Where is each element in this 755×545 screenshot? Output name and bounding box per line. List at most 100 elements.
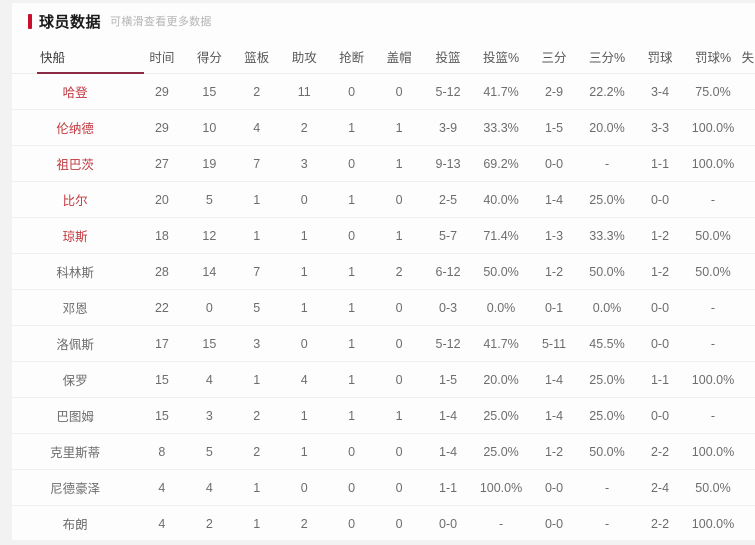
stat-cell-6: 0 — [375, 433, 423, 470]
stat-cell-6: 0 — [375, 469, 423, 506]
column-header-2[interactable]: 得分 — [185, 39, 234, 74]
player-stats-card: 球员数据 可横滑查看更多数据 快船 时间 得分 篮板 助攻 抢断盖 — [12, 3, 755, 540]
stat-cell-cut-off — [740, 73, 755, 110]
column-header-7[interactable]: 投篮 — [422, 39, 474, 74]
table-row[interactable]: 巴图姆 15 3 2 1 1 1 1-4 25.0% 1-4 25.0% 0-0- — [12, 397, 755, 434]
stat-cell-4: 1 — [280, 217, 328, 254]
stat-cell-8: 71.4% — [473, 217, 529, 254]
stat-cell-cut-off — [740, 109, 755, 146]
card-subtitle: 可横滑查看更多数据 — [110, 16, 212, 28]
stat-cell-10: - — [579, 469, 635, 506]
stat-cell-1: 22 — [138, 289, 186, 326]
table-row[interactable]: 克里斯蒂 8 5 2 1 0 0 1-4 25.0% 1-2 50.0% 2-2 100.0% — [12, 433, 755, 470]
stat-cell-3: 2 — [233, 73, 281, 110]
stat-cell-5: 0 — [327, 73, 376, 110]
table-row[interactable]: 祖巴茨 27 19 7 3 0 1 9-13 69.2% 0-0-1-1 100.0% — [12, 145, 755, 182]
player-name-cell[interactable]: 比尔 — [12, 181, 139, 218]
table-row[interactable]: 比尔 20 5 1 0 1 0 2-5 40.0% 1-4 25.0% 0-0- — [12, 181, 755, 218]
stat-cell-6: 1 — [375, 217, 423, 254]
table-row[interactable]: 邓恩 22 0 5 1 1 0 0-3 0.0% 0-1 0.0% 0-0- — [12, 289, 755, 326]
stat-cell-2: 14 — [185, 253, 234, 290]
stat-cell-8: 40.0% — [473, 181, 529, 218]
player-name-cell[interactable]: 尼德豪泽 — [12, 469, 139, 506]
player-name-cell[interactable]: 科林斯 — [12, 253, 139, 290]
column-header-5[interactable]: 抢断 — [327, 39, 376, 74]
stat-cell-1: 29 — [138, 109, 186, 146]
player-name-cell[interactable]: 克里斯蒂 — [12, 433, 139, 470]
stat-cell-12: 100.0% — [685, 361, 741, 398]
player-name-cell[interactable]: 保罗 — [12, 361, 139, 398]
stat-cell-1: 27 — [138, 145, 186, 182]
stat-cell-4: 2 — [280, 505, 328, 540]
player-name-cell[interactable]: 邓恩 — [12, 289, 139, 326]
player-name-cell[interactable]: 祖巴茨 — [12, 145, 139, 182]
page-title: 球员数据 — [39, 13, 102, 31]
table-row[interactable]: 琼斯 18 12 1 1 0 1 5-7 71.4% 1-3 33.3% 1-2 50.0% — [12, 217, 755, 254]
column-header-4[interactable]: 助攻 — [280, 39, 328, 74]
table-row[interactable]: 科林斯 28 14 7 1 1 2 6-12 50.0% 1-2 50.0% 1-2 50.0% — [12, 253, 755, 290]
column-header-9[interactable]: 三分 — [528, 39, 580, 74]
stat-cell-6: 0 — [375, 181, 423, 218]
player-name-cell[interactable]: 哈登 — [12, 73, 139, 110]
accent-bar-icon — [28, 13, 32, 29]
table-body: 哈登 29 15 2 11 0 0 5-12 41.7% 2-9 22.2% 3-4 75.0% 伦纳德 2… — [12, 73, 755, 540]
column-header-cut-off[interactable]: 失 — [740, 39, 755, 74]
stat-cell-11: 1-1 — [634, 145, 686, 182]
stat-cell-7: 2-5 — [422, 181, 474, 218]
stat-cell-10: 22.2% — [579, 73, 635, 110]
column-header-8[interactable]: 投篮% — [473, 39, 529, 74]
stat-cell-cut-off — [740, 433, 755, 470]
stat-cell-12: - — [685, 181, 741, 218]
stat-cell-1: 8 — [138, 433, 186, 470]
stat-cell-3: 1 — [233, 181, 281, 218]
column-header-12[interactable]: 罚球% — [685, 39, 741, 74]
stat-cell-5: 1 — [327, 181, 376, 218]
stat-cell-11: 3-4 — [634, 73, 686, 110]
stat-cell-5: 1 — [327, 397, 376, 434]
stat-cell-3: 1 — [233, 217, 281, 254]
player-name-cell[interactable]: 巴图姆 — [12, 397, 139, 434]
stat-cell-cut-off — [740, 253, 755, 290]
player-name-cell[interactable]: 伦纳德 — [12, 109, 139, 146]
column-header-6[interactable]: 盖帽 — [375, 39, 423, 74]
column-header-10[interactable]: 三分% — [579, 39, 635, 74]
player-name-cell[interactable]: 洛佩斯 — [12, 325, 139, 362]
stat-cell-8: 0.0% — [473, 289, 529, 326]
column-header-11[interactable]: 罚球 — [634, 39, 686, 74]
stat-cell-cut-off — [740, 217, 755, 254]
stat-cell-10: - — [579, 145, 635, 182]
stat-cell-8: 50.0% — [473, 253, 529, 290]
stat-cell-5: 0 — [327, 469, 376, 506]
player-name-cell[interactable]: 布朗 — [12, 505, 139, 540]
stat-cell-12: 50.0% — [685, 469, 741, 506]
stat-cell-cut-off — [740, 325, 755, 362]
table-row[interactable]: 尼德豪泽 4 4 1 0 0 0 1-1 100.0% 0-0-2-4 50.0% — [12, 469, 755, 506]
table-row[interactable]: 洛佩斯 17 15 3 0 1 0 5-12 41.7% 5-11 45.5% 0-0- — [12, 325, 755, 362]
tab-team-clippers[interactable]: 快船 — [12, 39, 144, 74]
table-row[interactable]: 哈登 29 15 2 11 0 0 5-12 41.7% 2-9 22.2% 3-4 75.0% — [12, 73, 755, 110]
stat-cell-11: 3-3 — [634, 109, 686, 146]
stat-cell-2: 4 — [185, 361, 234, 398]
stat-cell-2: 15 — [185, 73, 234, 110]
table-row[interactable]: 伦纳德 29 10 4 2 1 1 3-9 33.3% 1-5 20.0% 3-3 100.0% — [12, 109, 755, 146]
stat-cell-cut-off — [740, 289, 755, 326]
table-header-row: 快船 时间 得分 篮板 助攻 抢断 盖帽 投篮 投篮% 三分 三分% 罚球 罚球% 失 — [12, 39, 755, 74]
stat-cell-9: 0-0 — [528, 469, 580, 506]
stat-cell-8: 25.0% — [473, 397, 529, 434]
stat-cell-11: 2-4 — [634, 469, 686, 506]
column-header-3[interactable]: 篮板 — [233, 39, 281, 74]
table-row[interactable]: 保罗 15 4 1 4 1 0 1-5 20.0% 1-4 25.0% 1-1 100.0% — [12, 361, 755, 398]
stat-cell-8: 41.7% — [473, 73, 529, 110]
table-row[interactable]: 布朗 4 2 1 2 0 0 0-0-0-0-2-2 100.0% — [12, 505, 755, 540]
stat-cell-1: 15 — [138, 397, 186, 434]
stat-cell-1: 29 — [138, 73, 186, 110]
stat-cell-4: 1 — [280, 433, 328, 470]
stat-cell-8: - — [473, 505, 529, 540]
stat-cell-12: - — [685, 325, 741, 362]
stat-cell-9: 1-2 — [528, 253, 580, 290]
player-name-cell[interactable]: 琼斯 — [12, 217, 139, 254]
stat-cell-7: 1-4 — [422, 433, 474, 470]
stat-cell-4: 0 — [280, 181, 328, 218]
column-header-1[interactable]: 时间 — [138, 39, 186, 74]
